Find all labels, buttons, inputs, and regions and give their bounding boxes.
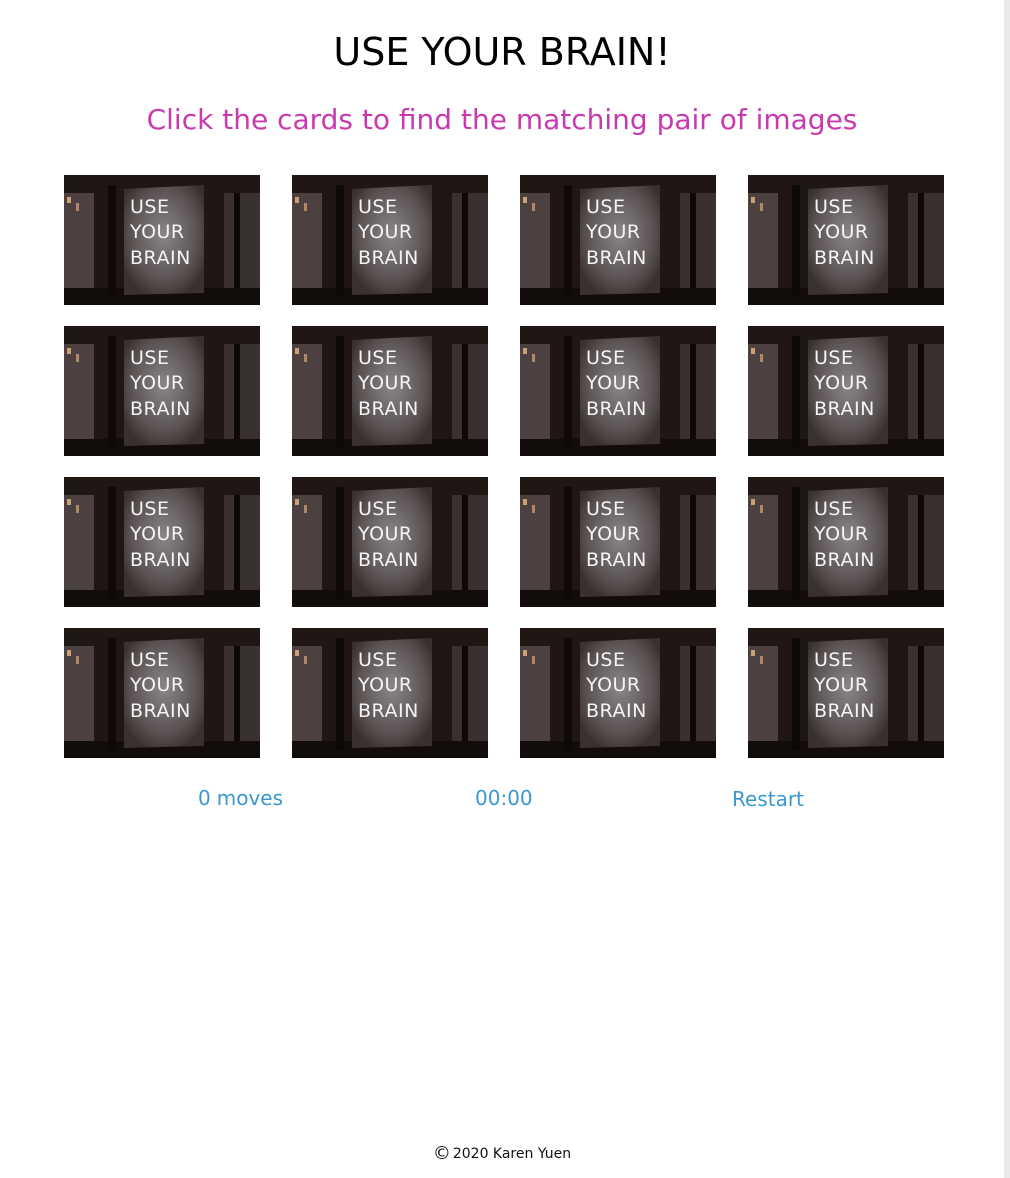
card-face-text: USE [130, 347, 169, 369]
card-face-text: USE [358, 196, 397, 218]
card-face-text: YOUR [129, 674, 185, 696]
card-face-text: USE [586, 498, 625, 520]
card-face-text: USE [358, 649, 397, 671]
memory-card[interactable]: USE YOUR BRAIN [748, 175, 944, 305]
page-title: USE YOUR BRAIN! [333, 30, 671, 74]
card-face-text: USE [358, 498, 397, 520]
card-face-text: BRAIN [814, 549, 875, 571]
neon-sign-image: USE YOUR BRAIN [520, 175, 716, 305]
memory-card[interactable]: USE YOUR BRAIN [748, 628, 944, 758]
memory-card[interactable]: USE YOUR BRAIN [292, 477, 488, 607]
card-face-text: YOUR [813, 221, 869, 243]
memory-card[interactable]: USE YOUR BRAIN [64, 628, 260, 758]
card-face-text: BRAIN [130, 700, 191, 722]
card-face-text: BRAIN [586, 700, 647, 722]
score-panel: 0 moves 00:00 Restart [0, 786, 1004, 816]
neon-sign-image: USE YOUR BRAIN [292, 326, 488, 456]
card-face-text: BRAIN [586, 247, 647, 269]
card-face-text: USE [586, 649, 625, 671]
instructions-subtitle: Click the cards to find the matching pai… [146, 103, 858, 136]
memory-card[interactable]: USE YOUR BRAIN [520, 326, 716, 456]
card-face-text: USE [814, 347, 853, 369]
memory-card[interactable]: USE YOUR BRAIN [748, 477, 944, 607]
card-face-text: YOUR [585, 523, 641, 545]
card-face-text: YOUR [357, 372, 413, 394]
card-face-text: BRAIN [130, 398, 191, 420]
card-face-text: USE [586, 347, 625, 369]
card-grid: USE YOUR BRAIN USE YOUR BRAIN USE YOUR BRAIN USE Y… [64, 175, 944, 758]
neon-sign-image: USE YOUR BRAIN [748, 628, 944, 758]
card-face-text: BRAIN [130, 549, 191, 571]
card-face-text: YOUR [813, 674, 869, 696]
neon-sign-image: USE YOUR BRAIN [292, 477, 488, 607]
card-face-text: YOUR [129, 221, 185, 243]
memory-card[interactable]: USE YOUR BRAIN [520, 175, 716, 305]
neon-sign-image: USE YOUR BRAIN [748, 477, 944, 607]
card-face-text: USE [814, 649, 853, 671]
neon-sign-image: USE YOUR BRAIN [292, 628, 488, 758]
neon-sign-image: USE YOUR BRAIN [520, 326, 716, 456]
card-face-text: USE [814, 498, 853, 520]
card-face-text: USE [586, 196, 625, 218]
restart-button[interactable]: Restart [732, 787, 804, 811]
card-face-text: BRAIN [358, 398, 419, 420]
scrollbar[interactable] [1004, 0, 1010, 1178]
memory-card[interactable]: USE YOUR BRAIN [292, 628, 488, 758]
card-face-text: YOUR [585, 372, 641, 394]
card-face-text: BRAIN [358, 247, 419, 269]
memory-card[interactable]: USE YOUR BRAIN [64, 326, 260, 456]
neon-sign-image: USE YOUR BRAIN [520, 477, 716, 607]
copyright-icon: © [432, 1143, 451, 1164]
card-face-text: BRAIN [358, 549, 419, 571]
card-face-text: YOUR [357, 674, 413, 696]
card-face-text: USE [130, 649, 169, 671]
card-face-text: BRAIN [130, 247, 191, 269]
neon-sign-image: USE YOUR BRAIN [64, 477, 260, 607]
card-face-text: BRAIN [586, 398, 647, 420]
memory-card[interactable]: USE YOUR BRAIN [64, 477, 260, 607]
card-face-text: YOUR [813, 372, 869, 394]
neon-sign-image: USE YOUR BRAIN [64, 175, 260, 305]
memory-card[interactable]: USE YOUR BRAIN [64, 175, 260, 305]
memory-card[interactable]: USE YOUR BRAIN [292, 175, 488, 305]
card-face-text: BRAIN [358, 700, 419, 722]
card-face-text: BRAIN [814, 247, 875, 269]
card-face-text: USE [358, 347, 397, 369]
memory-card[interactable]: USE YOUR BRAIN [292, 326, 488, 456]
neon-sign-image: USE YOUR BRAIN [520, 628, 716, 758]
card-face-text: USE [130, 498, 169, 520]
memory-card[interactable]: USE YOUR BRAIN [520, 628, 716, 758]
neon-sign-image: USE YOUR BRAIN [64, 628, 260, 758]
card-face-text: USE [130, 196, 169, 218]
card-face-text: BRAIN [814, 700, 875, 722]
memory-card[interactable]: USE YOUR BRAIN [520, 477, 716, 607]
card-face-text: BRAIN [814, 398, 875, 420]
card-face-text: YOUR [357, 523, 413, 545]
card-face-text: YOUR [129, 523, 185, 545]
card-face-text: YOUR [585, 674, 641, 696]
moves-count: 0 [198, 786, 211, 810]
footer: © 2020 Karen Yuen [0, 1143, 1004, 1164]
card-face-text: YOUR [585, 221, 641, 243]
moves-label: moves [216, 786, 284, 810]
neon-sign-image: USE YOUR BRAIN [748, 326, 944, 456]
card-face-text: USE [814, 196, 853, 218]
neon-sign-image: USE YOUR BRAIN [748, 175, 944, 305]
moves-counter: 0 moves [198, 786, 289, 810]
card-face-text: YOUR [129, 372, 185, 394]
memory-card[interactable]: USE YOUR BRAIN [748, 326, 944, 456]
footer-text: 2020 Karen Yuen [452, 1146, 572, 1162]
card-face-text: YOUR [357, 221, 413, 243]
neon-sign-image: USE YOUR BRAIN [292, 175, 488, 305]
neon-sign-image: USE YOUR BRAIN [64, 326, 260, 456]
card-face-text: YOUR [813, 523, 869, 545]
card-face-text: BRAIN [586, 549, 647, 571]
timer: 00:00 [475, 786, 533, 810]
